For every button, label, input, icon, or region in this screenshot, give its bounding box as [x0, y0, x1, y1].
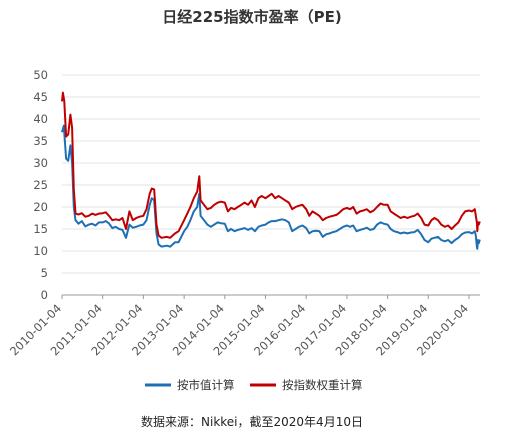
y-tick-label: 15 — [33, 222, 48, 236]
y-tick-label: 30 — [33, 156, 48, 170]
y-tick-label: 0 — [41, 288, 48, 302]
gridlines — [62, 74, 480, 274]
source-note: 数据来源：Nikkei，截至2020年4月10日 — [141, 414, 363, 429]
series-lines — [61, 91, 481, 250]
y-tick-label: 50 — [33, 68, 48, 82]
y-tick-label: 10 — [33, 244, 48, 258]
y-tick-label: 35 — [33, 134, 48, 148]
y-tick-label: 40 — [33, 112, 48, 126]
legend-label-0: 按市值计算 — [177, 378, 235, 392]
y-tick-label: 20 — [33, 200, 48, 214]
y-tick-label: 5 — [41, 266, 48, 280]
y-tick-label: 25 — [33, 178, 48, 192]
legend: 按市值计算 按指数权重计算 — [145, 378, 363, 392]
legend-label-1: 按指数权重计算 — [282, 378, 363, 392]
series-line-1 — [61, 91, 481, 239]
y-tick-label: 45 — [33, 90, 48, 104]
y-axis-ticks: 0 5 10 15 20 25 30 35 40 45 50 — [33, 68, 48, 302]
x-axis-ticks: 2010-01-042011-01-042012-01-042013-01-04… — [7, 295, 471, 358]
series-line-0 — [61, 124, 481, 250]
chart-title: 日经225指数市盈率（PE) — [162, 8, 341, 26]
